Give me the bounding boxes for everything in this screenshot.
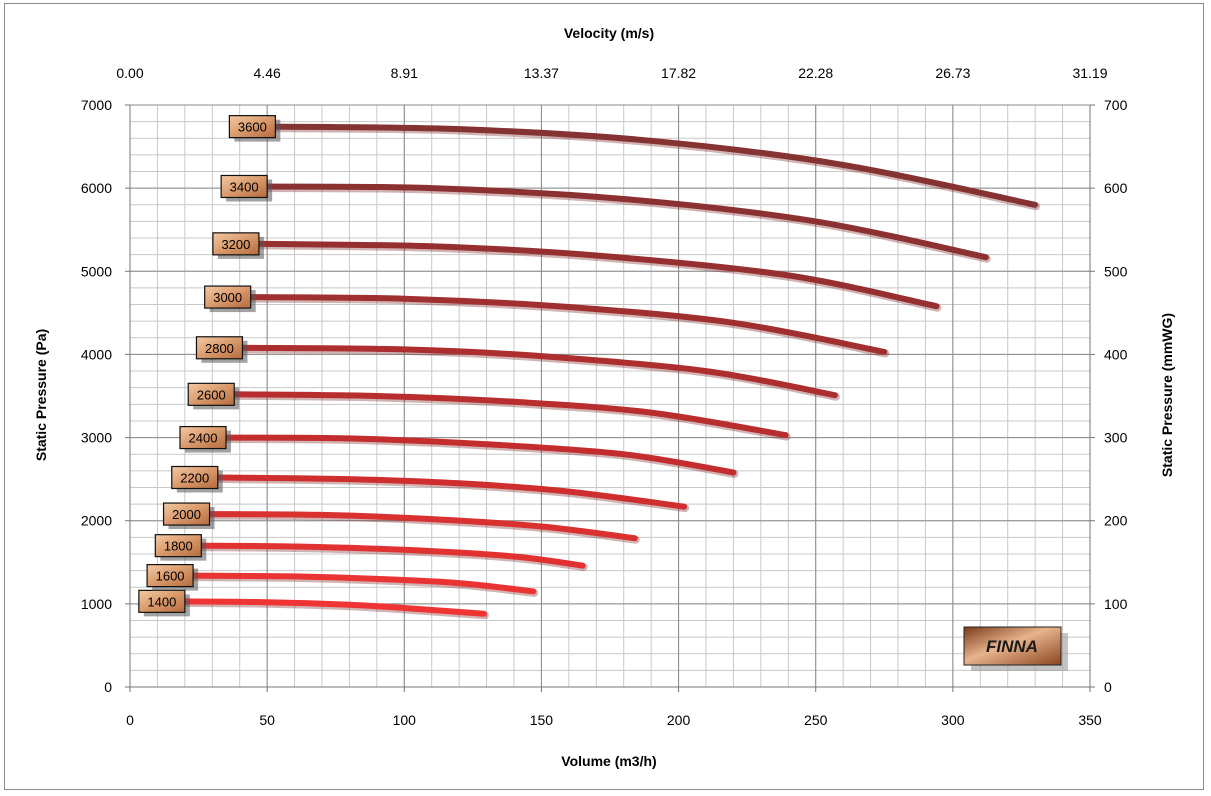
series-3200-line [255, 240, 940, 310]
series-3200-label: 3200 [212, 232, 264, 259]
series-label-box [187, 382, 235, 406]
series-label-text: 3000 [213, 290, 242, 305]
x-tick-label: 300 [941, 712, 965, 728]
series-label-box [146, 563, 194, 588]
y-axis-title: Static Pressure (Pa) [33, 329, 49, 461]
brand-name: FINNA [986, 637, 1038, 656]
x-tick-label: 100 [393, 712, 417, 728]
x-tick-label: 250 [804, 712, 828, 728]
series-1600-line [190, 572, 537, 595]
y2-tick-label: 0 [1104, 679, 1112, 695]
series-label-text: 2400 [189, 431, 218, 446]
series-1800-line [198, 542, 586, 569]
series-2000-label: 2000 [162, 502, 215, 530]
series-2000-line [206, 511, 638, 542]
y2-tick-label: 500 [1104, 263, 1128, 279]
x2-tick-label: 4.46 [254, 65, 281, 81]
x2-tick-label: 0.00 [116, 65, 143, 81]
series-label-box [179, 425, 227, 450]
series-label-text: 3400 [230, 179, 259, 194]
x2-axis-title: Velocity (m/s) [564, 25, 654, 41]
y-tick-label: 2000 [81, 513, 112, 529]
x2-tick-label: 17.82 [661, 65, 696, 81]
series-2200-line [214, 474, 688, 510]
series-label-text: 2800 [205, 341, 234, 356]
series-3000-line [247, 294, 888, 355]
x2-tick-label: 8.91 [391, 65, 418, 81]
series-label-text: 2000 [172, 507, 201, 522]
x2-tick-label: 13.37 [524, 65, 559, 81]
series-label-box [228, 115, 276, 139]
y2-tick-label: 400 [1104, 346, 1128, 362]
x-tick-label: 150 [530, 712, 554, 728]
x2-tick-label: 31.19 [1072, 65, 1107, 81]
series-2400-line [223, 434, 737, 476]
series-label-text: 3600 [238, 120, 267, 135]
series-3600-line [272, 123, 1039, 208]
series-label-text: 2600 [197, 387, 226, 402]
y2-tick-label: 600 [1104, 180, 1128, 196]
series-label-box [154, 534, 202, 558]
x-tick-label: 350 [1078, 712, 1102, 728]
series-2200-label: 2200 [171, 465, 223, 493]
series-2600-label: 2600 [187, 382, 240, 410]
series-1600-label: 1600 [146, 563, 199, 591]
series-3600-label: 3600 [228, 115, 281, 142]
series-1400-label: 1400 [138, 589, 190, 617]
x-tick-label: 50 [259, 712, 275, 728]
series-label-text: 3200 [221, 237, 250, 252]
x-tick-label: 200 [667, 712, 691, 728]
series-1800-label: 1800 [154, 534, 207, 561]
x2-tick-label: 26.73 [935, 65, 970, 81]
x2-tick-label: 22.28 [798, 65, 833, 81]
y-tick-label: 0 [104, 679, 112, 695]
y2-axis-title: Static Pressure (mmWG) [1159, 313, 1175, 477]
y-tick-label: 4000 [81, 346, 112, 362]
y2-tick-label: 200 [1104, 513, 1128, 529]
series-label-box [195, 336, 244, 360]
series-3000-label: 3000 [204, 285, 256, 313]
series-label-box [204, 285, 252, 309]
series-3400-line [264, 183, 989, 261]
series-2800-line [239, 344, 838, 399]
x-axis-title: Volume (m3/h) [561, 753, 656, 769]
series-label-box [220, 174, 268, 199]
y-tick-label: 5000 [81, 263, 112, 279]
y2-tick-label: 100 [1104, 596, 1128, 612]
y-tick-label: 6000 [81, 180, 112, 196]
series-1400-line [181, 598, 487, 617]
series-2600-line [231, 391, 789, 439]
y2-tick-label: 300 [1104, 430, 1128, 446]
series-label-box [171, 465, 219, 490]
y-tick-label: 3000 [81, 430, 112, 446]
series-label-text: 1800 [164, 539, 193, 554]
brand-logo: FINNA [963, 626, 1068, 671]
series-label-text: 1600 [156, 569, 185, 584]
series-label-text: 2200 [180, 470, 209, 485]
series-label-box [212, 232, 260, 256]
x-tick-label: 0 [126, 712, 134, 728]
series-3400-label: 3400 [220, 174, 273, 202]
y-tick-label: 7000 [81, 97, 112, 113]
series-label-box [162, 502, 211, 526]
series-label-text: 1400 [147, 594, 176, 609]
series-2400-label: 2400 [179, 425, 231, 453]
series-2800-label: 2800 [195, 336, 248, 363]
y-tick-label: 1000 [81, 596, 112, 612]
y2-tick-label: 700 [1104, 97, 1128, 113]
